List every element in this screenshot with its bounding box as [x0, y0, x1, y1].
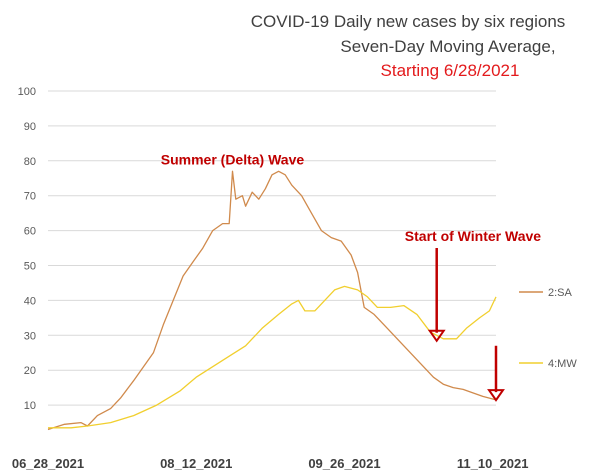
y-tick-label-70: 70 [24, 191, 36, 203]
x-axis-ticks: 06_28_2021 08_12_2021 09_26_2021 11_10_2021 [12, 456, 529, 471]
series-line-sa [47, 170, 497, 431]
x-tick-label-0: 06_28_2021 [12, 456, 84, 471]
legend-label-sa: 2:SA [548, 287, 573, 299]
y-tick-label-90: 90 [24, 121, 36, 133]
y-tick-label-60: 60 [24, 226, 36, 238]
x-tick-label-2: 09_26_2021 [308, 456, 380, 471]
y-tick-label-100: 100 [18, 86, 36, 98]
annotation-arrow-head-0 [427, 329, 446, 343]
gridlines [48, 90, 496, 406]
x-tick-label-3: 11_10_2021 [457, 456, 529, 471]
y-tick-label-40: 40 [24, 295, 36, 307]
y-axis-ticks: 10 20 30 40 50 60 70 80 90 100 [18, 86, 36, 412]
chart-title-line-2: Seven-Day Moving Average, [340, 37, 555, 56]
chart-title-line-1: COVID-19 Daily new cases by six regions [251, 12, 566, 31]
y-tick-label-80: 80 [24, 156, 36, 168]
annotation-label-0: Summer (Delta) Wave [161, 151, 305, 167]
x-tick-label-1: 08_12_2021 [160, 456, 232, 471]
y-tick-label-10: 10 [24, 400, 36, 412]
legend-label-mw: 4:MW [548, 358, 577, 370]
chart-title-line-3: Starting 6/28/2021 [381, 61, 520, 80]
y-tick-label-30: 30 [24, 330, 36, 342]
annotations: Summer (Delta) Wave Start of Winter Wave [161, 151, 541, 402]
annotation-arrow-head-1 [487, 389, 505, 402]
annotation-label-1: Start of Winter Wave [405, 228, 541, 244]
legend: 2:SA 4:MW [519, 287, 577, 370]
y-tick-label-20: 20 [24, 365, 36, 377]
y-tick-label-50: 50 [24, 261, 36, 273]
